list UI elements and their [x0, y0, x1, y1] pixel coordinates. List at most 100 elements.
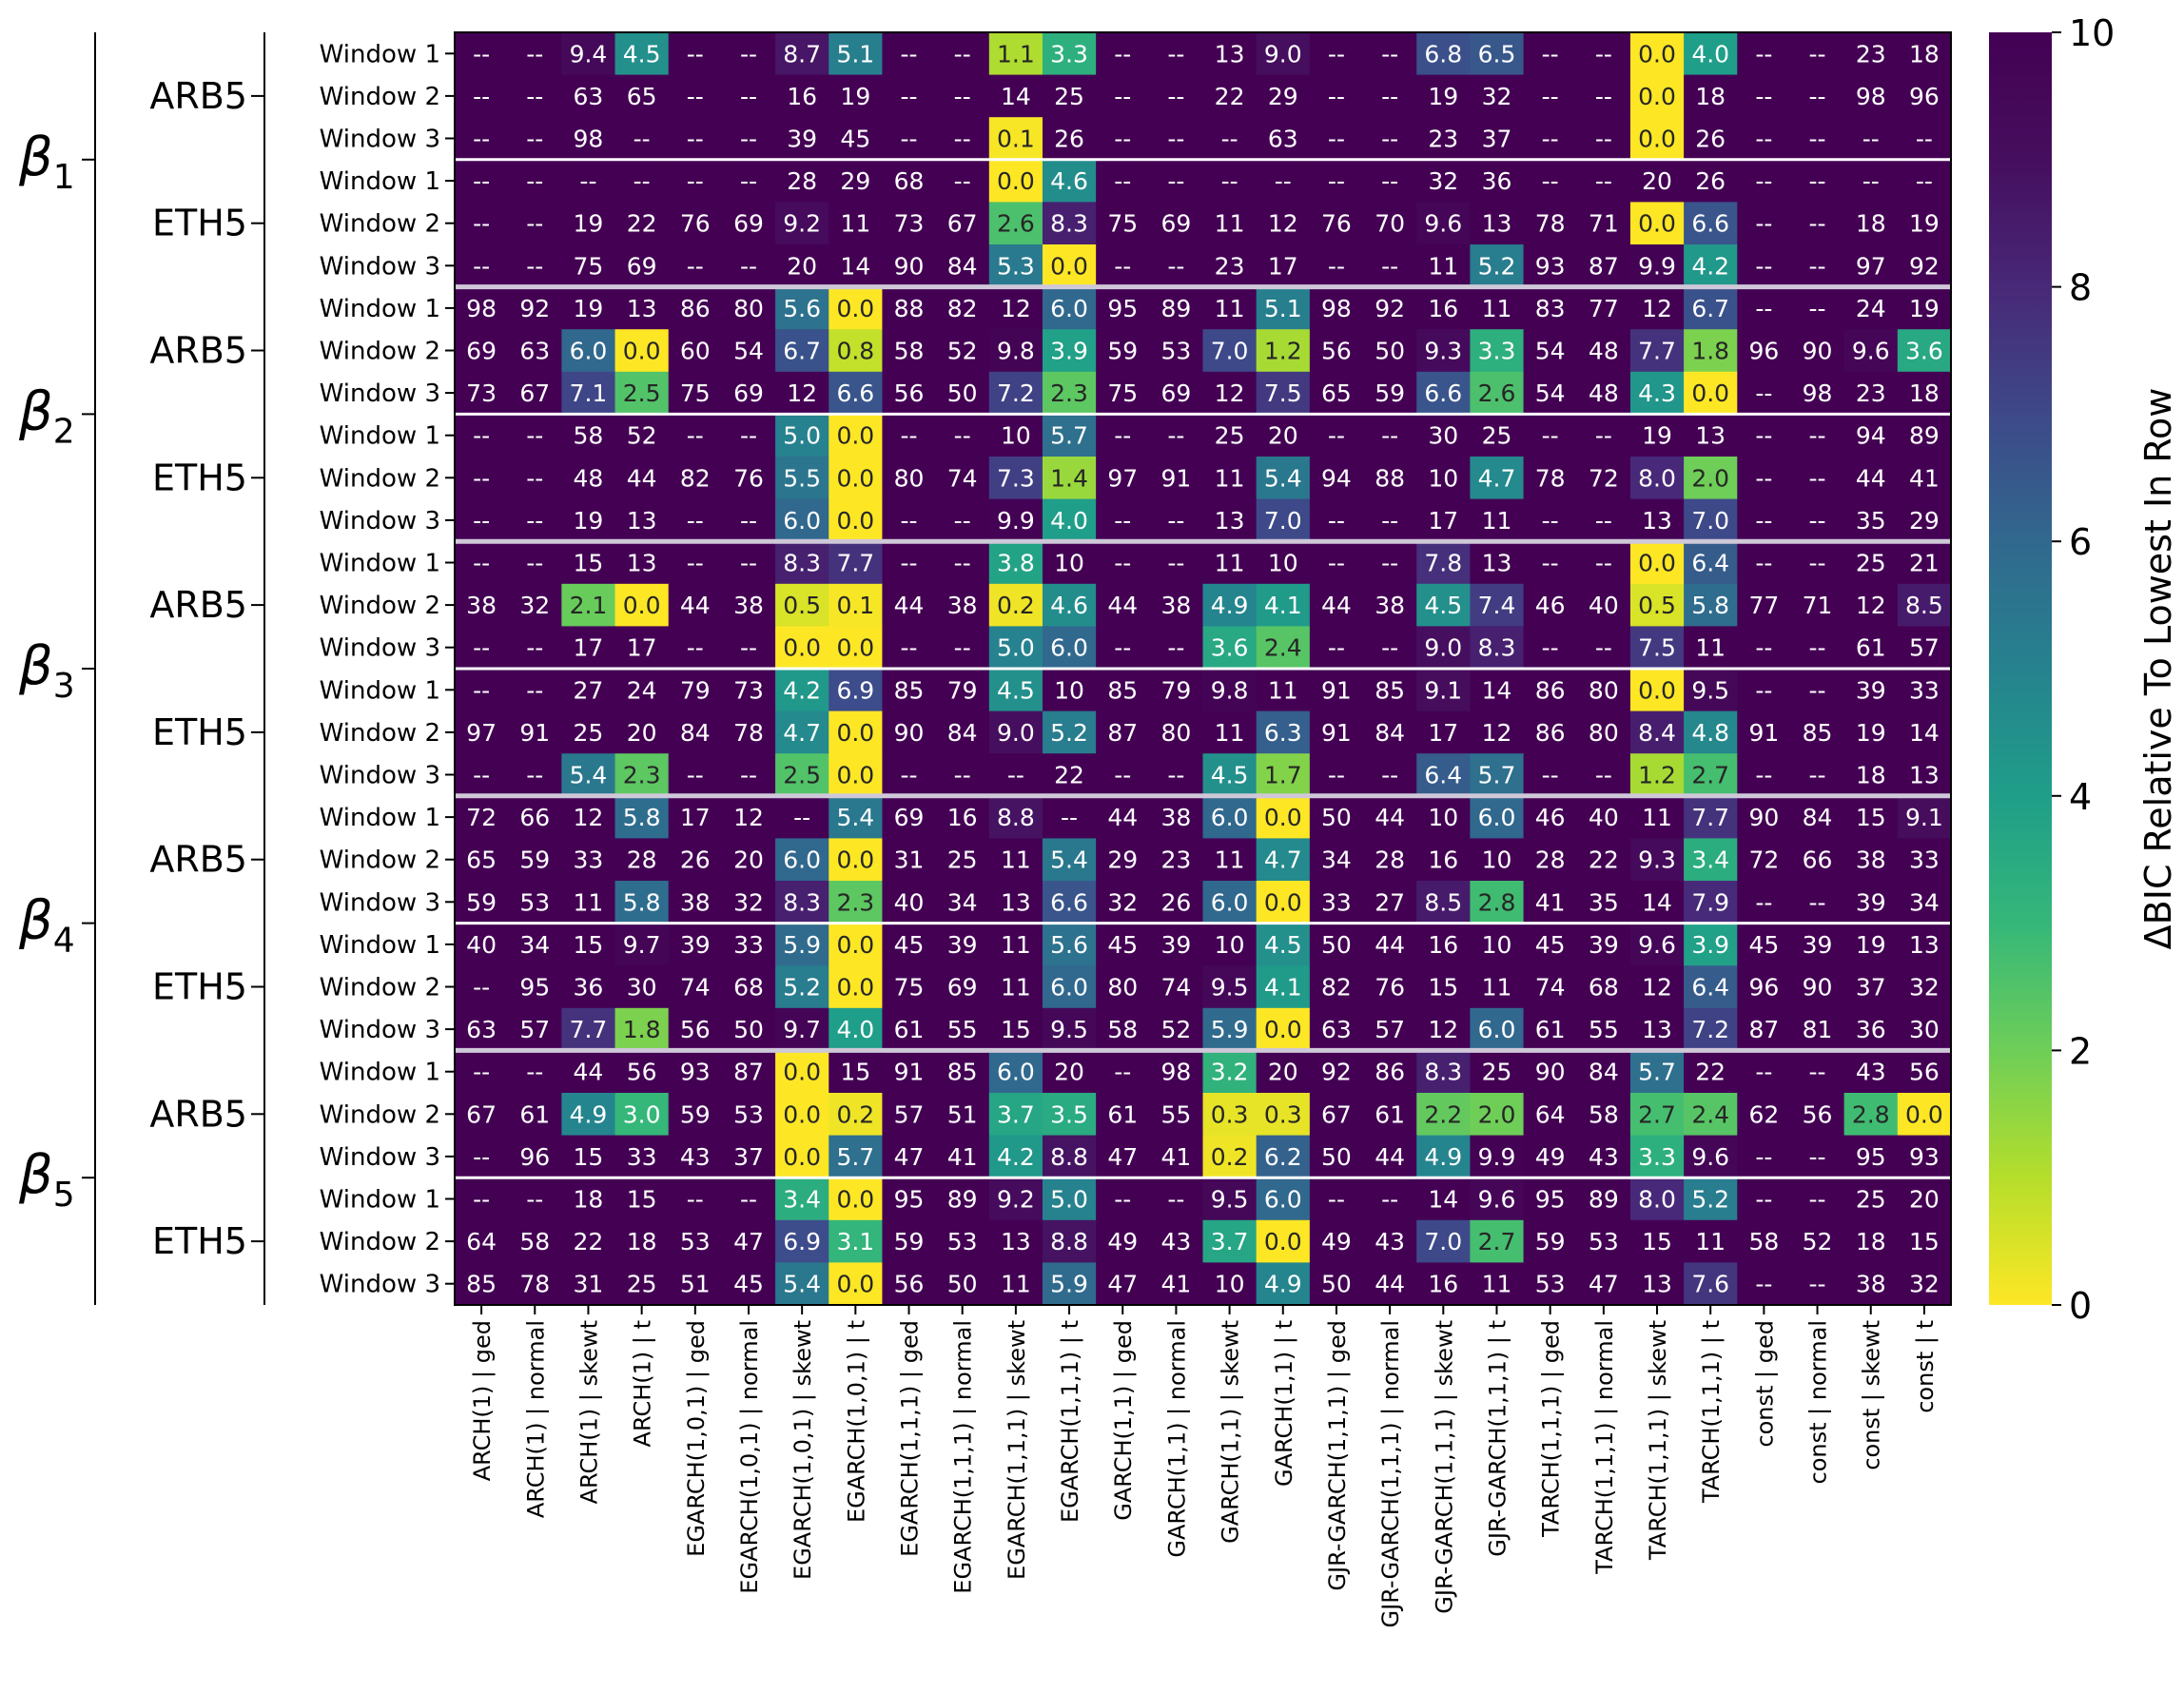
cell-value-label: 11 — [1215, 295, 1245, 322]
window-label: Window 1 — [320, 295, 440, 323]
cell-value-label: -- — [526, 126, 543, 153]
heatmap-cell — [775, 881, 829, 924]
heatmap-cell — [935, 1219, 990, 1263]
heatmap-cell — [1737, 457, 1792, 500]
heatmap-cell — [721, 710, 776, 754]
cell-value-label: -- — [1381, 762, 1398, 789]
heatmap-cell — [1202, 1050, 1258, 1094]
heatmap-cell — [1309, 286, 1364, 330]
heatmap-cell — [508, 753, 562, 797]
cell-value-label: -- — [1328, 422, 1345, 450]
cell-value-label: 5.8 — [623, 888, 661, 916]
heatmap-cell — [508, 457, 562, 500]
heatmap-cell — [1576, 1093, 1631, 1137]
cell-value-label: -- — [740, 507, 757, 535]
heatmap-cell — [988, 1093, 1043, 1137]
cell-value-label: -- — [1755, 464, 1772, 492]
cell-value-label: 15 — [1642, 1228, 1672, 1255]
heatmap-cell — [935, 965, 990, 1009]
heatmap-cell — [1363, 202, 1417, 245]
heatmap-cell — [1790, 1177, 1845, 1221]
cell-value-label: 47 — [894, 1143, 925, 1171]
heatmap-cell — [455, 923, 509, 966]
cell-value-label: 5.4 — [1264, 464, 1302, 492]
heatmap-cell — [775, 626, 829, 670]
cell-value-label: 13 — [627, 507, 657, 535]
heatmap-cell — [561, 414, 616, 457]
heatmap-cell — [775, 414, 829, 457]
heatmap-cell — [721, 965, 776, 1009]
cell-value-label: 56 — [894, 379, 925, 407]
heatmap-cell — [1843, 286, 1899, 330]
heatmap-cell — [882, 329, 937, 373]
heatmap-cell — [668, 710, 723, 754]
heatmap-cell — [1897, 329, 1952, 373]
cell-value-label: 11 — [1215, 210, 1245, 238]
cell-value-label: 85 — [1375, 676, 1405, 704]
cell-value-label: 40 — [1589, 592, 1619, 619]
heatmap-cell — [1737, 1177, 1792, 1221]
cell-value-label: 56 — [894, 1271, 925, 1298]
cell-value-label: 1.4 — [1050, 464, 1088, 492]
cell-value-label: 9.6 — [1852, 338, 1890, 365]
beta-subscript: 3 — [53, 667, 75, 706]
heatmap-cell — [455, 498, 509, 542]
cell-value-label: 0.0 — [836, 931, 874, 959]
window-label: Window 1 — [320, 1059, 440, 1087]
heatmap-cell — [614, 32, 670, 76]
heatmap-cell — [1042, 1135, 1097, 1178]
cell-value-label: -- — [473, 464, 490, 492]
heatmap-cell — [1096, 1262, 1150, 1306]
heatmap-cell — [1470, 32, 1525, 76]
heatmap-cell — [1629, 457, 1685, 500]
heatmap-cell — [561, 371, 616, 415]
heatmap-cell — [1897, 626, 1952, 670]
cell-value-label: 54 — [1535, 379, 1566, 407]
heatmap-cell — [508, 159, 562, 203]
cell-value-label: 63 — [1268, 126, 1298, 153]
heatmap-cell — [508, 414, 562, 457]
cell-value-label: 59 — [1375, 379, 1405, 407]
heatmap-cell — [988, 1007, 1043, 1051]
cell-value-label: 3.4 — [1691, 846, 1729, 874]
heatmap-cell — [1363, 498, 1417, 542]
cell-value-label: 0.0 — [1638, 40, 1676, 68]
window-label: Window 3 — [320, 126, 440, 154]
cell-value-label: 58 — [1107, 1016, 1138, 1043]
cell-value-label: -- — [687, 422, 704, 450]
heatmap-cell — [1096, 286, 1150, 330]
heatmap-cell — [1470, 669, 1525, 712]
cell-value-label: 30 — [627, 974, 657, 1002]
cell-value-label: 91 — [1748, 719, 1779, 747]
cell-value-label: -- — [1542, 507, 1559, 535]
cell-value-label: 6.9 — [783, 1228, 821, 1255]
heatmap-cell — [1149, 669, 1204, 712]
window-label: Window 3 — [320, 1271, 440, 1299]
heatmap-cell — [668, 1219, 723, 1263]
heatmap-cell — [508, 838, 562, 882]
cell-value-label: -- — [687, 83, 704, 110]
heatmap-cell — [1629, 1093, 1685, 1137]
cell-value-label: 87 — [1748, 1016, 1779, 1043]
heatmap-cell — [455, 159, 509, 203]
cell-value-label: 7.0 — [1264, 507, 1302, 535]
cell-value-label: 3.3 — [1478, 338, 1516, 365]
heatmap-cell — [775, 583, 829, 627]
heatmap-cell — [614, 1219, 670, 1263]
heatmap-cell — [1576, 286, 1631, 330]
heatmap-cell — [1416, 371, 1471, 415]
heatmap-cell — [882, 541, 937, 585]
heatmap-cell — [1629, 74, 1685, 118]
cell-value-label: 6.0 — [1050, 634, 1088, 662]
heatmap-cell — [935, 669, 990, 712]
column-label: GARCH(1,1) | t — [1271, 1320, 1297, 1487]
heatmap-cell — [455, 414, 509, 457]
cell-value-label: -- — [473, 252, 490, 280]
cell-value-label: 6.0 — [997, 1059, 1035, 1086]
cell-value-label: 71 — [1589, 210, 1619, 238]
heatmap-cell — [1149, 32, 1204, 76]
heatmap-cell — [1309, 457, 1364, 500]
cell-value-label: 85 — [1107, 676, 1138, 704]
heatmap-cell — [1096, 1093, 1150, 1137]
cell-value-label: -- — [473, 1186, 490, 1214]
